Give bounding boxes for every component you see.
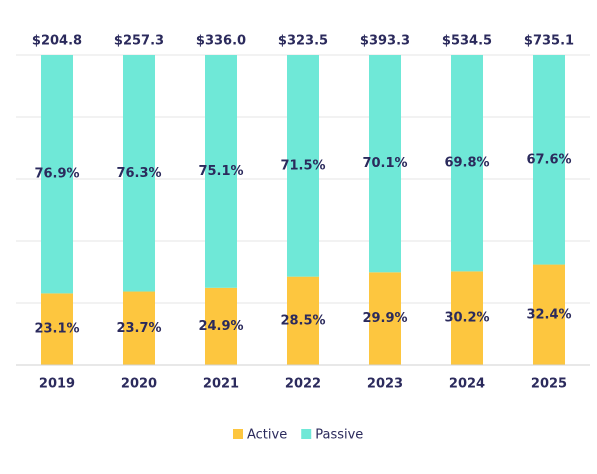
bar-segment xyxy=(533,264,565,365)
data-label: 29.9% xyxy=(362,311,407,326)
bar-segment xyxy=(451,55,483,272)
x-tick-label: 2024 xyxy=(449,377,485,392)
data-label: 75.1% xyxy=(198,164,243,179)
data-label: 71.5% xyxy=(280,158,325,173)
data-label: 70.1% xyxy=(362,156,407,171)
bar-segment xyxy=(205,287,237,365)
bar-segment xyxy=(369,272,401,365)
bar-segment xyxy=(41,55,73,294)
data-label: 76.9% xyxy=(34,167,79,182)
bar-segment xyxy=(205,55,237,288)
data-label: 32.4% xyxy=(526,307,571,322)
x-tick-label: 2021 xyxy=(203,377,239,392)
bar-segment xyxy=(123,55,155,292)
total-label: $534.5 xyxy=(442,34,492,49)
data-label: 28.5% xyxy=(280,313,325,328)
x-tick-label: 2020 xyxy=(121,377,157,392)
legend-swatch xyxy=(233,429,243,439)
bar-segment xyxy=(287,55,319,277)
legend-label: Passive xyxy=(315,428,363,443)
bar-segment xyxy=(287,276,319,365)
x-tick-label: 2025 xyxy=(531,377,567,392)
data-label: 76.3% xyxy=(116,166,161,181)
bar-segment xyxy=(451,271,483,365)
bar-segment xyxy=(369,55,401,273)
legend-swatch xyxy=(301,429,312,439)
data-label: 23.1% xyxy=(34,322,79,337)
x-tick-label: 2019 xyxy=(39,377,75,392)
total-label: $323.5 xyxy=(278,34,328,49)
total-label: $336.0 xyxy=(196,34,246,49)
total-label: $735.1 xyxy=(524,34,574,49)
data-label: 24.9% xyxy=(198,319,243,334)
total-label: $393.3 xyxy=(360,34,410,49)
total-label: $204.8 xyxy=(32,34,82,49)
x-tick-label: 2023 xyxy=(367,377,403,392)
bar-segment xyxy=(533,55,565,265)
bar-segment xyxy=(123,291,155,365)
data-label: 67.6% xyxy=(526,152,571,167)
legend-label: Active xyxy=(247,428,287,443)
x-tick-label: 2022 xyxy=(285,377,321,392)
bar-segment xyxy=(41,293,73,365)
data-label: 23.7% xyxy=(116,321,161,336)
data-label: 30.2% xyxy=(444,311,489,326)
data-label: 69.8% xyxy=(444,156,489,171)
total-label: $257.3 xyxy=(114,34,164,49)
